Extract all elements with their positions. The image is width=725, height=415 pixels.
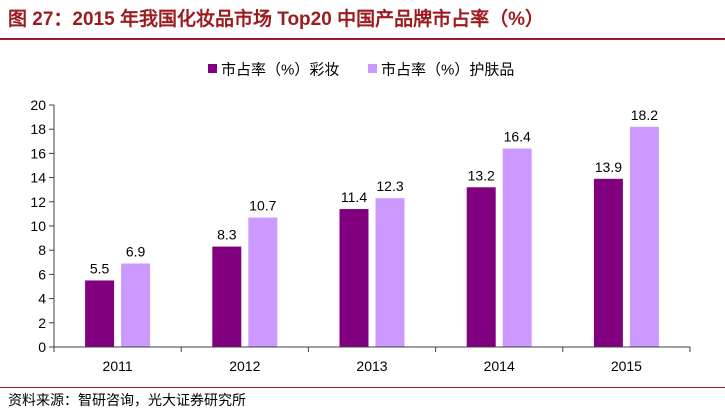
y-tick-label: 8 xyxy=(38,242,46,258)
data-label-skincare-2011: 6.9 xyxy=(126,244,146,260)
x-tick-label-2013: 2013 xyxy=(356,358,387,374)
y-tick-label: 16 xyxy=(30,145,46,161)
chart-title: 2015 年我国化妆品市场 Top20 中国产品牌市占率（%） xyxy=(72,9,544,30)
legend: 市占率（%）彩妆 市占率（%）护肤品 xyxy=(208,62,514,79)
figure-number: 图 27： xyxy=(8,9,73,30)
data-labels: 5.5 8.3 11.4 13.2 13.9 6.9 10.7 12.3 16.4 18.2 xyxy=(90,107,658,277)
x-tick-label-2012: 2012 xyxy=(229,358,260,374)
y-tick-label: 4 xyxy=(38,291,46,307)
y-tick-label: 14 xyxy=(30,170,46,186)
y-tick-label: 2 xyxy=(38,315,46,331)
y-tick-label: 20 xyxy=(30,97,46,113)
axes: 0 2 4 6 8 10 12 14 16 18 20 2011 2012 2013 2014 2015 xyxy=(30,97,691,374)
bar-skincare-2013 xyxy=(375,198,405,347)
legend-swatch-skincare xyxy=(368,64,377,73)
bars xyxy=(85,126,659,347)
y-tick-label: 12 xyxy=(30,194,46,210)
data-label-makeup-2013: 11.4 xyxy=(341,189,367,205)
legend-label-makeup: 市占率（%）彩妆 xyxy=(221,62,339,79)
bar-skincare-2014 xyxy=(502,148,532,347)
bar-makeup-2015 xyxy=(593,178,623,347)
source-note: 资料来源：智研咨询，光大证券研究所 xyxy=(8,393,246,409)
legend-label-skincare: 市占率（%）护肤品 xyxy=(381,62,514,79)
data-label-makeup-2011: 5.5 xyxy=(90,260,110,276)
bar-makeup-2013 xyxy=(339,209,369,347)
x-tick-label-2011: 2011 xyxy=(103,358,133,374)
bar-makeup-2014 xyxy=(466,187,496,347)
x-tick-label-2015: 2015 xyxy=(611,358,642,374)
bar-skincare-2011 xyxy=(121,263,151,347)
bar-skincare-2015 xyxy=(629,126,659,347)
data-label-makeup-2015: 13.9 xyxy=(595,159,622,175)
data-label-makeup-2012: 8.3 xyxy=(217,227,237,243)
data-label-makeup-2014: 13.2 xyxy=(468,167,495,183)
data-label-skincare-2014: 16.4 xyxy=(504,129,531,145)
y-tick-label: 6 xyxy=(38,266,46,282)
y-tick-label: 10 xyxy=(30,218,46,234)
bar-skincare-2012 xyxy=(248,217,278,347)
figure-title: 图 27：2015 年我国化妆品市场 Top20 中国产品牌市占率（%） xyxy=(8,8,544,32)
data-label-skincare-2015: 18.2 xyxy=(631,107,658,123)
bar-makeup-2012 xyxy=(212,246,242,347)
title-divider xyxy=(0,38,725,40)
y-tick-label: 0 xyxy=(38,339,46,355)
y-tick-label: 18 xyxy=(30,121,46,137)
source-divider xyxy=(0,387,725,388)
data-label-skincare-2013: 12.3 xyxy=(376,178,403,194)
x-tick-label-2014: 2014 xyxy=(484,358,515,374)
bar-makeup-2011 xyxy=(85,280,115,347)
data-label-skincare-2012: 10.7 xyxy=(249,198,276,214)
legend-swatch-makeup xyxy=(208,64,217,73)
